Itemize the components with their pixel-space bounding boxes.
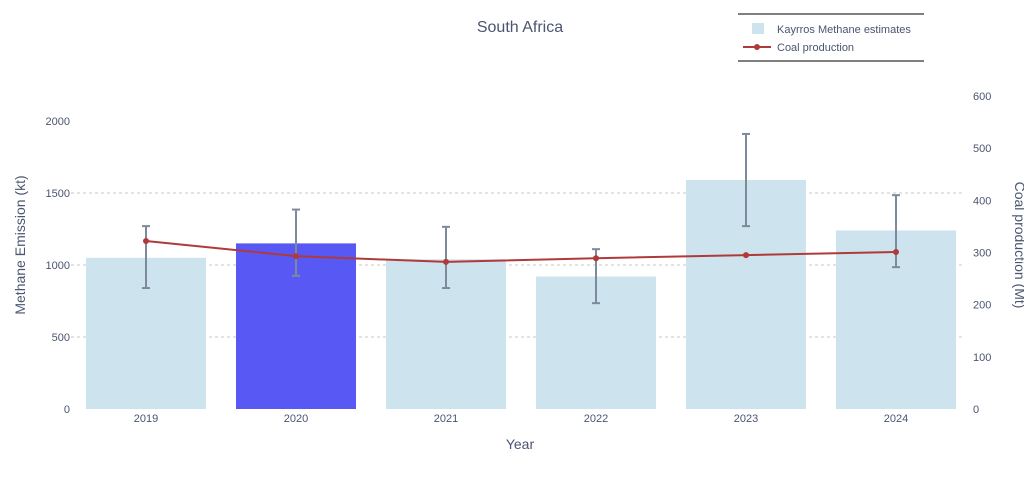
x-tick-label: 2020 (284, 413, 308, 425)
y-tick-label: 2000 (46, 116, 70, 128)
y2-axis-label: Coal production (Mt) (1012, 182, 1024, 309)
legend-line-marker (754, 44, 760, 50)
coal-point-2024 (893, 248, 899, 255)
y2-tick-label: 200 (973, 300, 991, 312)
y2-tick-label: 600 (973, 91, 991, 103)
y-axis-ticks: 0 500 1000 1500 2000 (46, 116, 70, 416)
x-tick-label: 2019 (134, 413, 158, 425)
y2-tick-label: 300 (973, 248, 991, 260)
legend-label-methane: Kayrros Methane estimates (777, 24, 911, 36)
coal-point-2023 (743, 252, 749, 259)
coal-point-2019 (143, 238, 149, 245)
x-axis-label: Year (506, 436, 535, 452)
x-tick-label: 2021 (434, 413, 458, 425)
coal-point-2020 (293, 253, 299, 260)
coal-line (143, 238, 899, 265)
y-axis-label: Methane Emission (kt) (12, 175, 28, 314)
y-tick-label: 500 (52, 332, 70, 344)
x-tick-label: 2022 (584, 413, 608, 425)
y-tick-label: 0 (64, 404, 70, 416)
y2-tick-label: 0 (973, 404, 979, 416)
legend: Kayrros Methane estimates Coal productio… (738, 13, 924, 62)
coal-point-2022 (593, 255, 599, 262)
error-bars (142, 132, 900, 305)
bars (86, 180, 956, 409)
legend-label-coal: Coal production (777, 42, 854, 54)
y2-axis-ticks: 0 100 200 300 400 500 600 (973, 91, 991, 416)
x-tick-label: 2023 (734, 413, 758, 425)
y2-tick-label: 500 (973, 143, 991, 155)
x-axis-ticks: 2019 2020 2021 2022 2023 2024 (134, 413, 908, 425)
y-tick-label: 1000 (46, 260, 70, 272)
coal-line-path (145, 240, 897, 263)
coal-point-2021 (443, 258, 449, 265)
x-tick-label: 2024 (884, 413, 908, 425)
y2-tick-label: 100 (973, 352, 991, 364)
chart-title: South Africa (477, 19, 563, 36)
gridlines (71, 192, 965, 338)
legend-bar-swatch (752, 23, 764, 34)
y-tick-label: 1500 (46, 188, 70, 200)
y2-tick-label: 400 (973, 195, 991, 207)
